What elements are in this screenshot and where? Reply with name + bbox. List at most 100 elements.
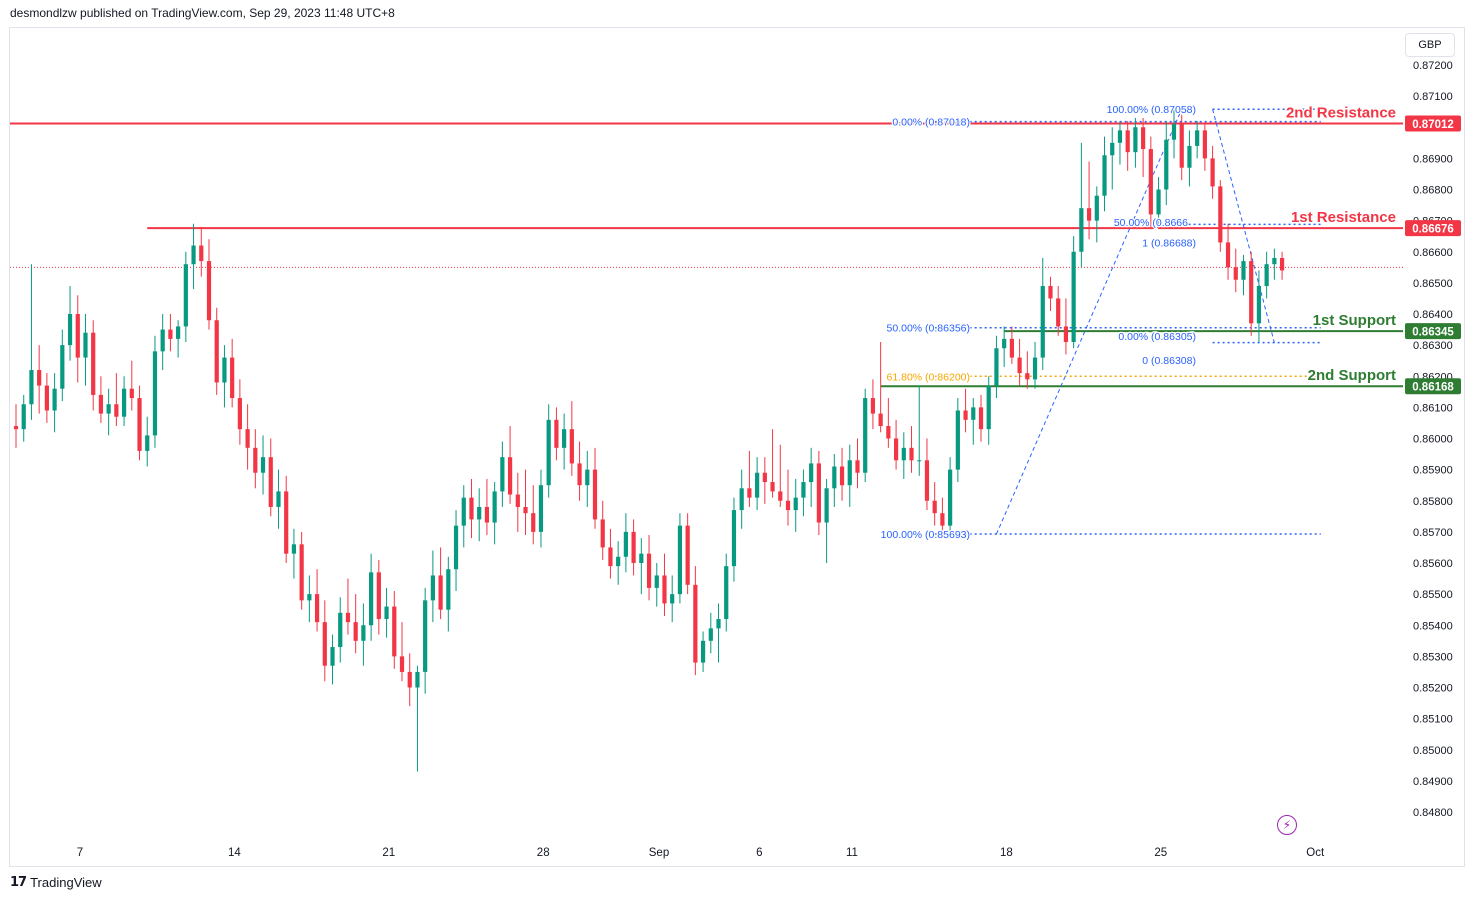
y-tick-label: 0.86500 bbox=[1413, 278, 1453, 290]
fib-label: 50.00% (0.8666 bbox=[1114, 217, 1188, 229]
candle-body bbox=[330, 647, 335, 666]
candle-body bbox=[816, 463, 821, 523]
y-tick-label: 0.85200 bbox=[1413, 683, 1453, 695]
y-tick-label: 0.86900 bbox=[1413, 153, 1453, 165]
candle-body bbox=[731, 510, 737, 567]
price-label: 0.86168 bbox=[1412, 382, 1454, 394]
candle-body bbox=[214, 320, 219, 383]
candle-body bbox=[268, 457, 273, 507]
candle-body bbox=[1225, 242, 1231, 268]
candle-body bbox=[940, 513, 945, 526]
candle-body bbox=[399, 656, 405, 672]
candle-body bbox=[1164, 139, 1169, 190]
lightning-bolt-icon[interactable]: ⚡ bbox=[1277, 815, 1297, 835]
candle-body bbox=[747, 488, 752, 498]
candle-body bbox=[322, 622, 327, 666]
x-tick-label: 14 bbox=[228, 847, 241, 859]
price-label-bg bbox=[1405, 323, 1461, 340]
candle-body bbox=[670, 594, 675, 604]
candle-body bbox=[924, 460, 930, 501]
candle-body bbox=[793, 497, 798, 511]
candle-body bbox=[1179, 124, 1184, 168]
candle-body bbox=[562, 429, 567, 448]
candle-body bbox=[623, 531, 628, 557]
candle-body bbox=[461, 497, 466, 526]
candle-body bbox=[160, 329, 165, 352]
candle-body bbox=[978, 407, 984, 430]
x-tick-label: Sep bbox=[649, 847, 669, 859]
candle-body bbox=[121, 388, 127, 417]
fib-label: 61.80% (0.86200) bbox=[887, 371, 970, 383]
candle-body bbox=[724, 566, 729, 620]
candle-body bbox=[1032, 357, 1038, 380]
tradingview-logo[interactable]: 17 TradingView bbox=[10, 875, 102, 890]
candle-body bbox=[307, 594, 312, 601]
candle-body bbox=[1264, 264, 1269, 286]
candle-body bbox=[469, 497, 474, 520]
candle-body bbox=[114, 404, 119, 417]
candle-body bbox=[168, 329, 173, 339]
fib-label: 100.00% (0.85693) bbox=[881, 529, 970, 541]
candle-body bbox=[253, 447, 258, 473]
candle-body bbox=[1086, 208, 1092, 221]
candle-body bbox=[700, 640, 706, 663]
candle-body bbox=[145, 435, 150, 451]
candle-body bbox=[739, 488, 744, 511]
price-label-bg bbox=[1405, 220, 1461, 237]
price-label: 0.86345 bbox=[1412, 327, 1454, 339]
candle-body bbox=[345, 612, 351, 623]
candle-body bbox=[152, 351, 158, 436]
candle-body bbox=[785, 500, 791, 511]
candle-body bbox=[600, 519, 605, 548]
candle-body bbox=[260, 457, 266, 473]
candle-body bbox=[986, 385, 991, 430]
y-tick-label: 0.85800 bbox=[1413, 496, 1453, 508]
candle-body bbox=[1195, 130, 1200, 146]
candle-body bbox=[453, 525, 459, 570]
candle-body bbox=[523, 506, 528, 514]
tradingview-mark-icon: 17 bbox=[10, 875, 27, 890]
candle-body bbox=[646, 553, 652, 588]
candle-body bbox=[361, 625, 366, 641]
y-tick-label: 0.86100 bbox=[1413, 402, 1453, 414]
fib-label: 100.00% (0.87058) bbox=[1107, 104, 1196, 116]
candle-body bbox=[971, 407, 976, 420]
candle-body bbox=[870, 398, 876, 414]
x-tick-label: 11 bbox=[846, 847, 858, 859]
candle-body bbox=[106, 404, 111, 414]
candle-body bbox=[1110, 142, 1115, 156]
candle-body bbox=[1025, 373, 1030, 380]
candle-body bbox=[685, 525, 690, 585]
candle-body bbox=[538, 485, 544, 532]
candle-body bbox=[577, 463, 582, 486]
candle-body bbox=[13, 426, 19, 430]
candle-body bbox=[446, 569, 451, 610]
candle-body bbox=[824, 488, 829, 523]
y-tick-label: 0.86000 bbox=[1413, 434, 1453, 446]
y-tick-label: 0.85000 bbox=[1413, 745, 1453, 757]
candle-body bbox=[770, 482, 775, 492]
candle-body bbox=[191, 245, 196, 265]
level-label: 1st Resistance bbox=[1291, 209, 1396, 226]
candle-body bbox=[1056, 298, 1061, 327]
candle-body bbox=[863, 398, 868, 473]
candle-body bbox=[21, 404, 26, 430]
candle-body bbox=[654, 575, 659, 588]
candle-body bbox=[716, 619, 721, 629]
candle-body bbox=[546, 419, 551, 486]
candle-body bbox=[1279, 257, 1285, 271]
candle-body bbox=[1210, 158, 1215, 187]
price-label-bg bbox=[1405, 115, 1461, 132]
y-tick-label: 0.85100 bbox=[1413, 714, 1453, 726]
candle-body bbox=[392, 606, 397, 657]
candle-body bbox=[755, 472, 760, 498]
candle-body bbox=[693, 584, 698, 663]
candle-body bbox=[917, 460, 922, 462]
candle-body bbox=[276, 491, 281, 507]
currency-badge[interactable]: GBP bbox=[1405, 33, 1455, 57]
candle-body bbox=[438, 575, 443, 610]
candle-body bbox=[376, 572, 381, 620]
candle-body bbox=[639, 553, 644, 563]
candle-body bbox=[932, 500, 937, 514]
